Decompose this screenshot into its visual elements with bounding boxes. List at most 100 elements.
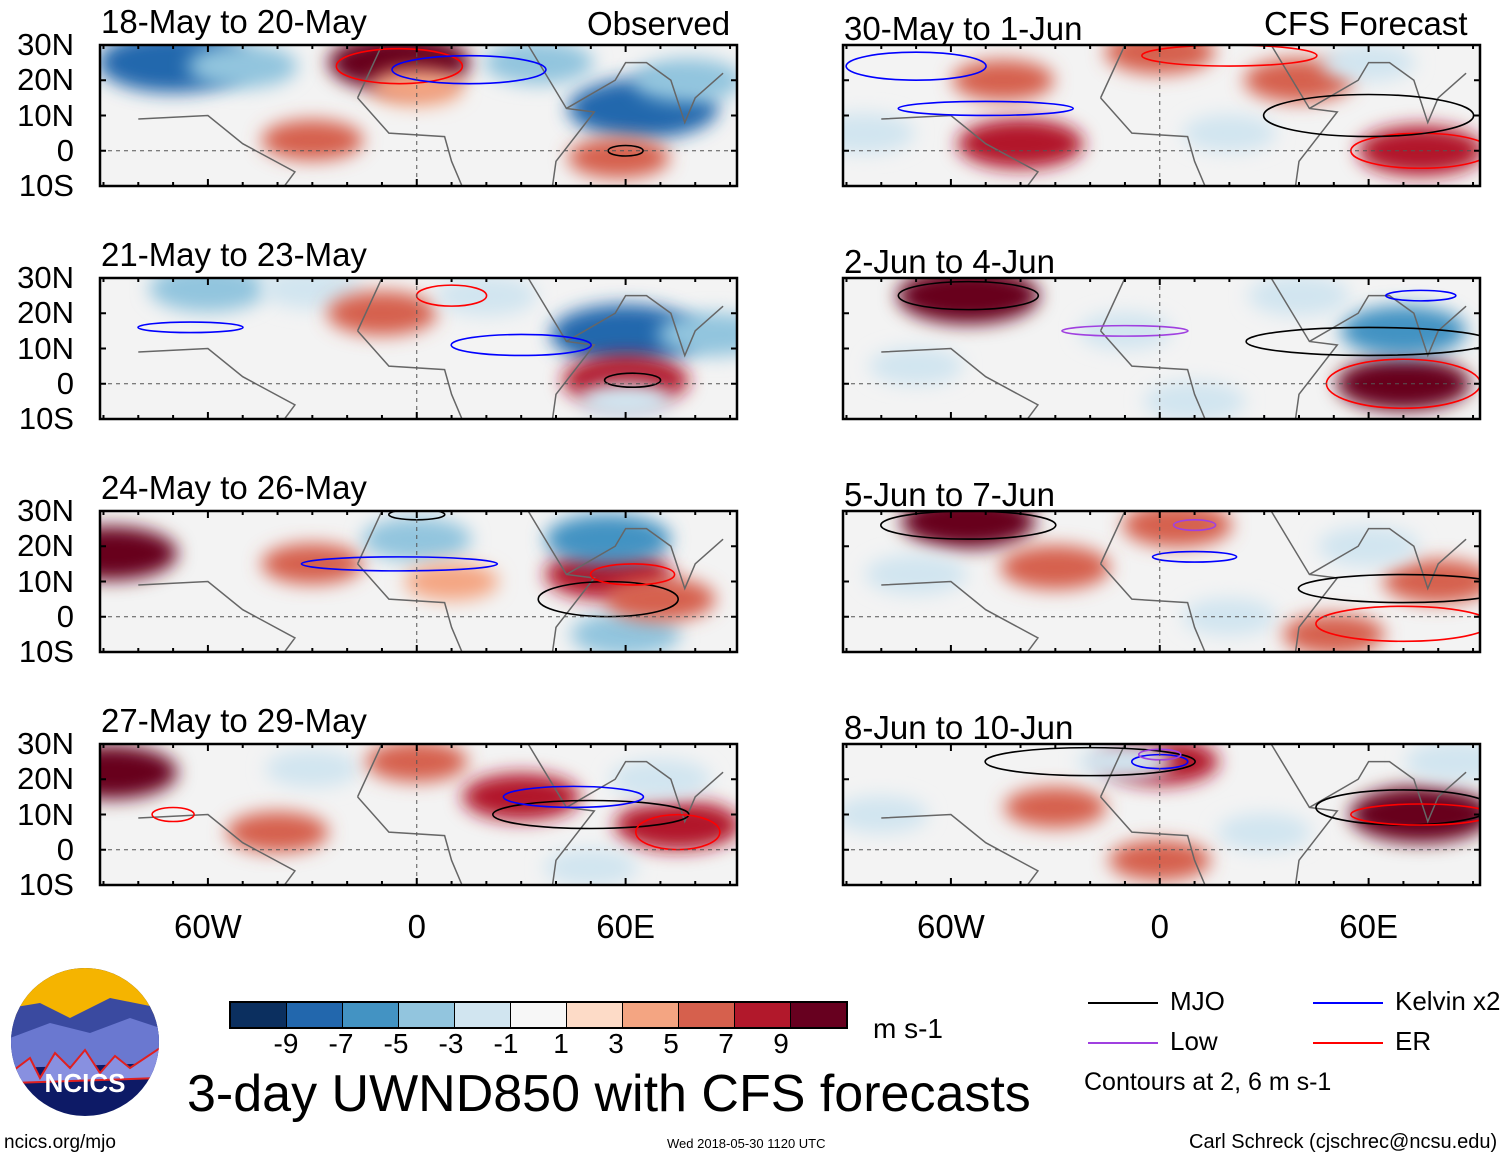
wind-anomaly (1217, 813, 1312, 851)
y-tick-label: 30N (17, 493, 74, 528)
site-link[interactable]: ncics.org/mjo (4, 1132, 116, 1153)
x-tick-label: 0 (1150, 908, 1169, 945)
y-tick-label: 30N (17, 260, 74, 295)
map-panel (98, 742, 739, 887)
wind-anomaly (578, 382, 673, 419)
wind-anomaly (1282, 613, 1385, 652)
wind-anomaly (1004, 787, 1107, 828)
wind-anomaly (265, 749, 360, 788)
timestamp: Wed 2018-05-30 1120 UTC (667, 1136, 826, 1151)
kelvin-contour (897, 100, 1075, 117)
colorbar-swatch (455, 1003, 511, 1027)
wind-anomaly (1077, 744, 1172, 781)
coastlines (138, 45, 724, 186)
wind-anomaly (614, 799, 737, 851)
kelvin-contour (300, 556, 499, 572)
map-panel (841, 276, 1482, 421)
y-tick-label: 0 (56, 132, 74, 168)
wind-anomaly (952, 59, 1055, 101)
colorbar-label: 9 (773, 1028, 789, 1059)
coastlines (881, 278, 1467, 419)
y-tick-label: 10N (17, 330, 74, 366)
y-tick-label: 20N (17, 761, 74, 797)
y-tick-label: 10N (17, 796, 74, 832)
tick-marks (843, 277, 1480, 420)
colorbar-swatch (399, 1003, 455, 1027)
tick-marks (100, 277, 737, 420)
legend-label: Low (1170, 1026, 1218, 1056)
panel-title: 27-May to 29-May (101, 702, 367, 739)
x-tick-label: 60E (596, 908, 655, 945)
x-tick-label: 60E (1339, 908, 1398, 945)
colorbar-label: -7 (328, 1028, 354, 1059)
wind-anomaly (633, 58, 737, 103)
wind-anomaly (869, 347, 964, 385)
map-panel (841, 43, 1482, 188)
coastlines (138, 278, 724, 419)
map-panel (841, 509, 1482, 654)
legend-label: Kelvin x2 (1395, 986, 1501, 1016)
wind-anomaly (261, 119, 364, 161)
figure-title: 3-day UWND850 with CFS forecasts (187, 1065, 1031, 1123)
er-contour (1315, 605, 1480, 643)
tick-marks (843, 510, 1480, 653)
panel-title: 30-May to 1-Jun (844, 10, 1083, 47)
y-tick-label: 10N (17, 97, 74, 133)
coastlines (138, 511, 724, 652)
y-tick-label: 20N (17, 528, 74, 564)
legend-label: MJO (1170, 986, 1225, 1016)
y-tick-label: 10S (18, 867, 74, 902)
kelvin-contour (137, 321, 244, 334)
wind-anomaly (326, 291, 437, 336)
wind-anomaly (957, 118, 1084, 169)
colorbar-label: 3 (608, 1028, 624, 1059)
wind-anomaly (483, 45, 594, 85)
wind-anomaly (1340, 305, 1467, 357)
wind-anomaly (843, 795, 929, 834)
wind-anomaly (901, 511, 1036, 549)
panel-title: 5-Jun to 7-Jun (844, 476, 1055, 513)
mjo-contour (1297, 573, 1480, 604)
tick-marks (100, 44, 737, 187)
y-tick-label: 0 (56, 831, 74, 867)
wind-anomaly (361, 517, 472, 562)
tick-marks (843, 44, 1480, 187)
wind-anomaly (657, 312, 737, 357)
wind-anomaly (1349, 786, 1480, 843)
map-panel (841, 742, 1482, 887)
kelvin-contour (391, 54, 547, 85)
wind-anomaly (1104, 45, 1215, 75)
mjo-contour (1245, 326, 1480, 357)
wind-anomaly (148, 278, 267, 313)
kelvin-contour (1385, 289, 1457, 302)
wind-anomaly (1143, 380, 1246, 419)
mjo-contour (897, 280, 1040, 311)
coastlines (881, 45, 1467, 186)
contour-note: Contours at 2, 6 m s-1 (1084, 1068, 1332, 1096)
wind-anomaly (261, 543, 364, 585)
colorbar-units: m s-1 (873, 1013, 943, 1044)
colorbar-swatch (511, 1003, 567, 1027)
colorbar-swatch (679, 1003, 735, 1027)
er-contour (1350, 803, 1480, 826)
kelvin-contour (845, 51, 987, 81)
panel-title: 2-Jun to 4-Jun (844, 243, 1055, 280)
low-contour (1172, 519, 1217, 532)
wind-anomaly (1404, 744, 1480, 783)
observed-label: Observed (587, 5, 731, 42)
wind-anomaly (1383, 559, 1480, 604)
er-contour (335, 47, 464, 85)
wind-anomaly (865, 554, 968, 595)
wind-anomaly (226, 811, 329, 853)
coastlines (138, 744, 724, 885)
colorbar-label: -3 (438, 1028, 464, 1059)
wind-anomaly (570, 612, 681, 652)
colorbar-swatch (567, 1003, 623, 1027)
colorbar-label: 1 (553, 1028, 569, 1059)
colorbar-swatch (287, 1003, 343, 1027)
wind-anomaly (187, 45, 298, 89)
colorbar-label: -5 (383, 1028, 409, 1059)
y-tick-label: 30N (17, 27, 74, 62)
panel-title: 24-May to 26-May (101, 469, 367, 506)
legend-line (1088, 1042, 1158, 1044)
